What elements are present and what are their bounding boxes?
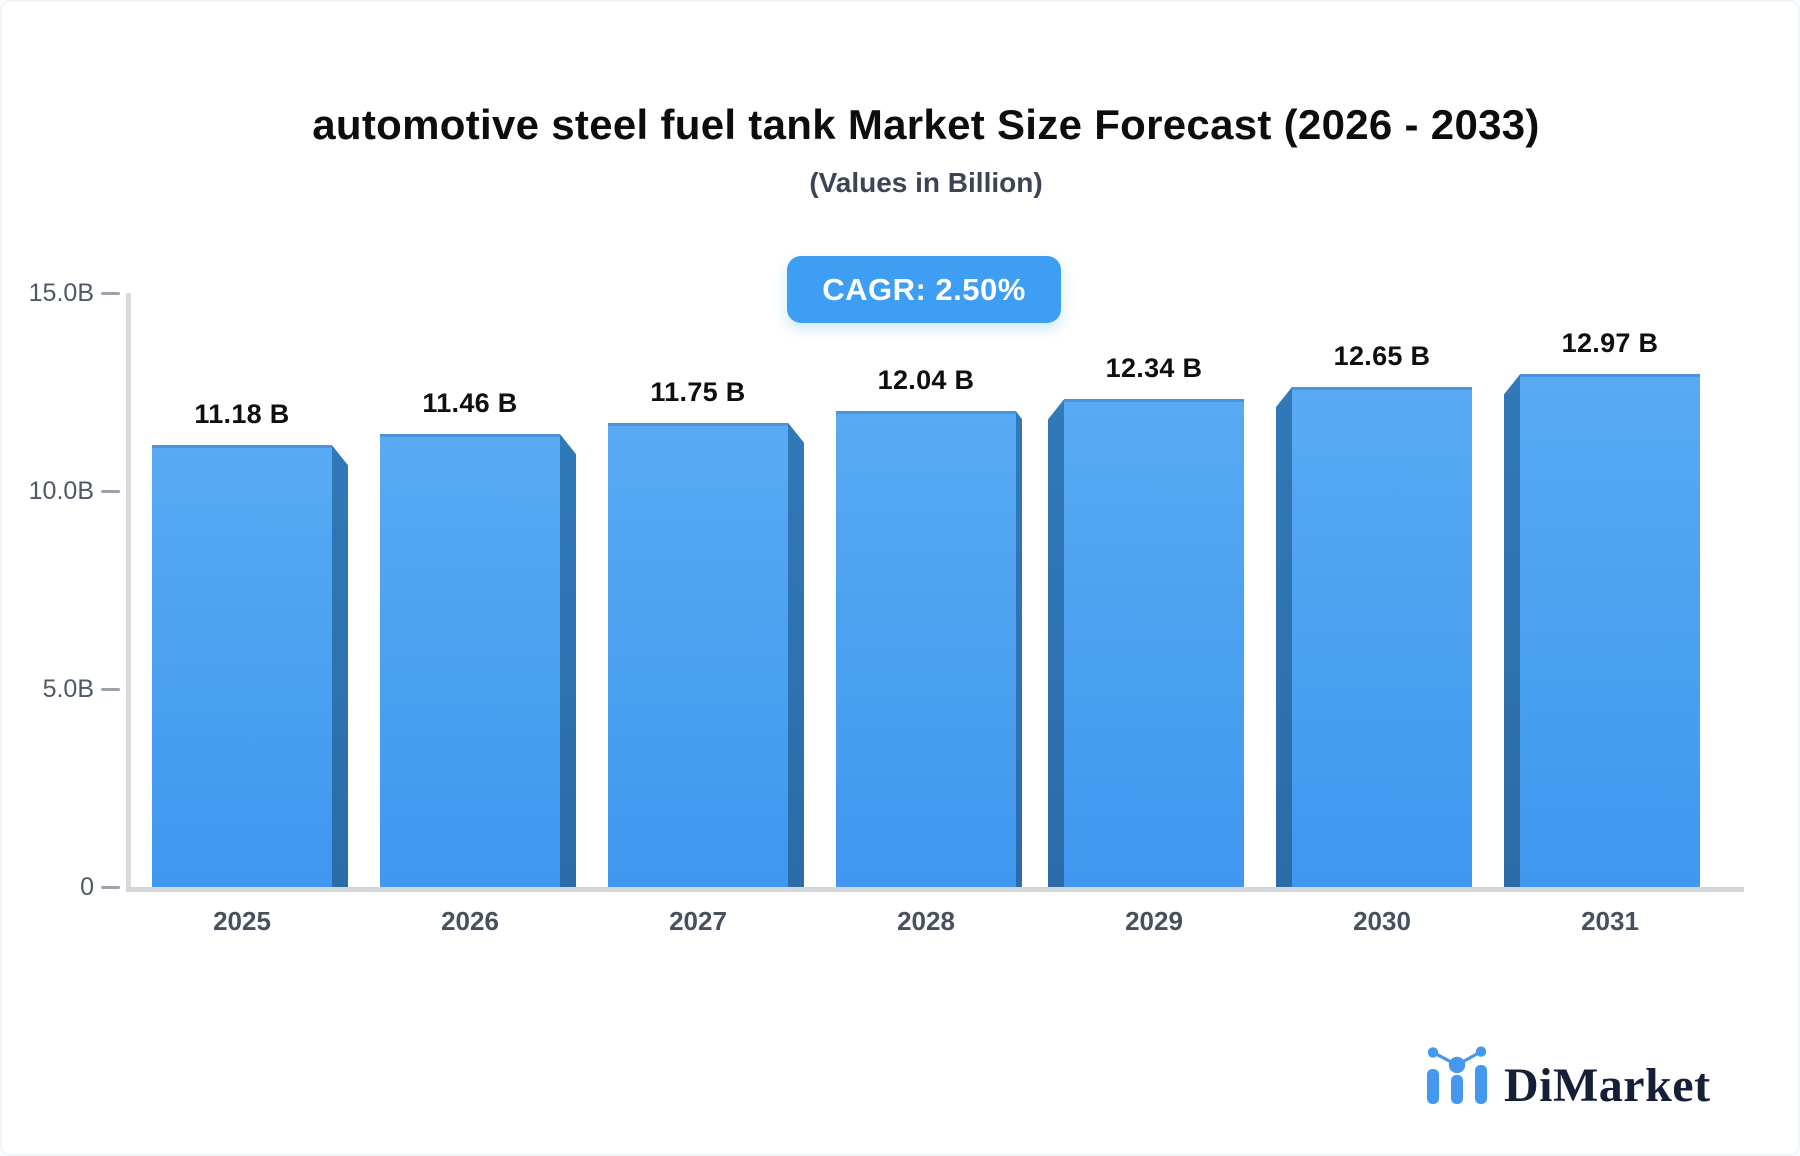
bar-value-label: 11.18 B	[194, 399, 290, 430]
x-axis-tick-label: 2025	[213, 906, 271, 936]
bar-2030[interactable]	[1292, 387, 1472, 887]
brand-name: DiMarket	[1504, 1059, 1711, 1112]
bar-2031[interactable]	[1520, 374, 1700, 887]
bar-3d-side	[1048, 399, 1064, 887]
y-axis-tick-label: 0	[80, 873, 94, 901]
y-axis-tick-mark	[101, 687, 120, 691]
y-axis-tick-mark	[101, 885, 120, 889]
bar-3d-side	[560, 434, 576, 887]
bar-3d-side	[1276, 387, 1292, 887]
x-axis-tick-label: 2030	[1353, 906, 1411, 936]
x-axis-tick-label: 2029	[1125, 906, 1183, 936]
bar-value-label: 12.97 B	[1561, 328, 1659, 359]
y-axis-tick-label: 10.0B	[28, 477, 94, 505]
bar-value-label: 12.34 B	[1105, 353, 1203, 384]
y-axis-tick-label: 5.0B	[42, 675, 94, 703]
y-axis-tick-mark	[101, 489, 120, 493]
bar-2026[interactable]	[380, 434, 560, 887]
y-axis-tick-label: 15.0B	[28, 279, 94, 307]
mini-bar-line-chart-icon	[1424, 1044, 1490, 1109]
bar-2025[interactable]	[152, 445, 332, 887]
x-axis-line	[126, 887, 1744, 892]
bar-2029[interactable]	[1064, 399, 1244, 887]
y-axis-tick-mark	[101, 291, 120, 295]
bar-value-label: 12.04 B	[877, 365, 975, 396]
x-axis-tick-label: 2027	[669, 906, 727, 936]
bar-value-label: 11.75 B	[650, 376, 746, 407]
x-axis-tick-label: 2026	[441, 906, 499, 936]
chart-title: automotive steel fuel tank Market Size F…	[312, 101, 1540, 148]
chart-subtitle: (Values in Billion)	[809, 167, 1043, 198]
bar-2028[interactable]	[836, 411, 1016, 887]
y-axis-line	[126, 293, 131, 892]
bar-2027[interactable]	[608, 422, 788, 887]
cagr-badge: CAGR: 2.50%	[787, 256, 1061, 323]
bar-value-label: 12.65 B	[1333, 341, 1431, 372]
x-axis-tick-label: 2028	[897, 906, 955, 936]
bar-3d-side	[1016, 411, 1022, 887]
bar-value-label: 11.46 B	[422, 388, 518, 419]
bar-3d-side	[332, 445, 348, 887]
brand-logo[interactable]: DiMarket	[1424, 1044, 1711, 1112]
x-axis-tick-label: 2031	[1581, 906, 1639, 936]
bar-3d-side	[788, 422, 804, 887]
bar-3d-side	[1504, 374, 1520, 887]
